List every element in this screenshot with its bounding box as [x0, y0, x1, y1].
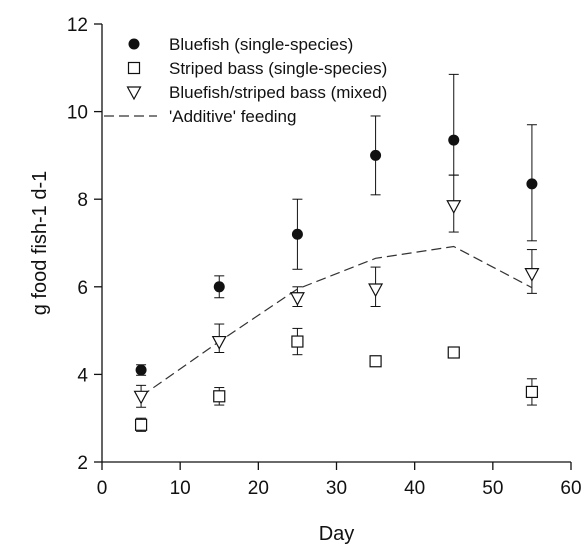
data-point [134, 418, 148, 431]
additive-feeding-line [140, 245, 533, 397]
x-tick-label: 40 [404, 478, 425, 499]
x-tick-label: 0 [97, 478, 108, 499]
series-lines [140, 245, 533, 397]
legend-symbol [127, 61, 141, 75]
x-axis-title: Day [319, 523, 355, 545]
y-axis-title: g food fish-1 d-1 [29, 171, 51, 316]
legend-label: Bluefish (single-species) [169, 35, 353, 54]
data-point [448, 134, 460, 146]
data-point [213, 281, 225, 293]
y-tick-label: 8 [77, 190, 88, 211]
data-point [133, 390, 149, 405]
data-point [525, 385, 539, 399]
legend-symbol [126, 86, 142, 101]
axes: 0 10 20 30 40 50 60 2 4 6 8 10 12 [67, 15, 582, 499]
legend-symbol [128, 38, 140, 50]
data-point [446, 200, 462, 215]
data-markers [133, 134, 540, 431]
data-point [291, 335, 304, 348]
y-tick-label: 10 [67, 103, 88, 124]
x-tick-label: 30 [326, 478, 347, 499]
x-tick-label: 10 [170, 478, 191, 499]
data-point [368, 283, 384, 298]
data-point [526, 178, 538, 190]
x-tick-label: 20 [248, 478, 269, 499]
data-point [447, 346, 460, 359]
y-tick-label: 6 [77, 278, 88, 299]
legend-label: Bluefish/striped bass (mixed) [169, 83, 387, 102]
legend-label: Striped bass (single-species) [169, 59, 387, 78]
x-tick-label: 60 [560, 478, 581, 499]
y-tick-label: 12 [67, 15, 88, 36]
data-point [211, 335, 227, 350]
data-point [135, 364, 147, 376]
legend: Bluefish (single-species) Striped bass (s… [104, 35, 387, 126]
data-point [370, 149, 382, 161]
data-point [524, 268, 540, 282]
data-point [291, 228, 303, 240]
y-tick-label: 4 [77, 365, 88, 386]
data-point [289, 292, 305, 307]
legend-label: 'Additive' feeding [169, 107, 296, 126]
data-point [213, 390, 226, 403]
data-point [369, 355, 382, 368]
x-tick-label: 50 [482, 478, 503, 499]
error-bars [136, 73, 537, 432]
y-tick-label: 2 [77, 453, 88, 474]
